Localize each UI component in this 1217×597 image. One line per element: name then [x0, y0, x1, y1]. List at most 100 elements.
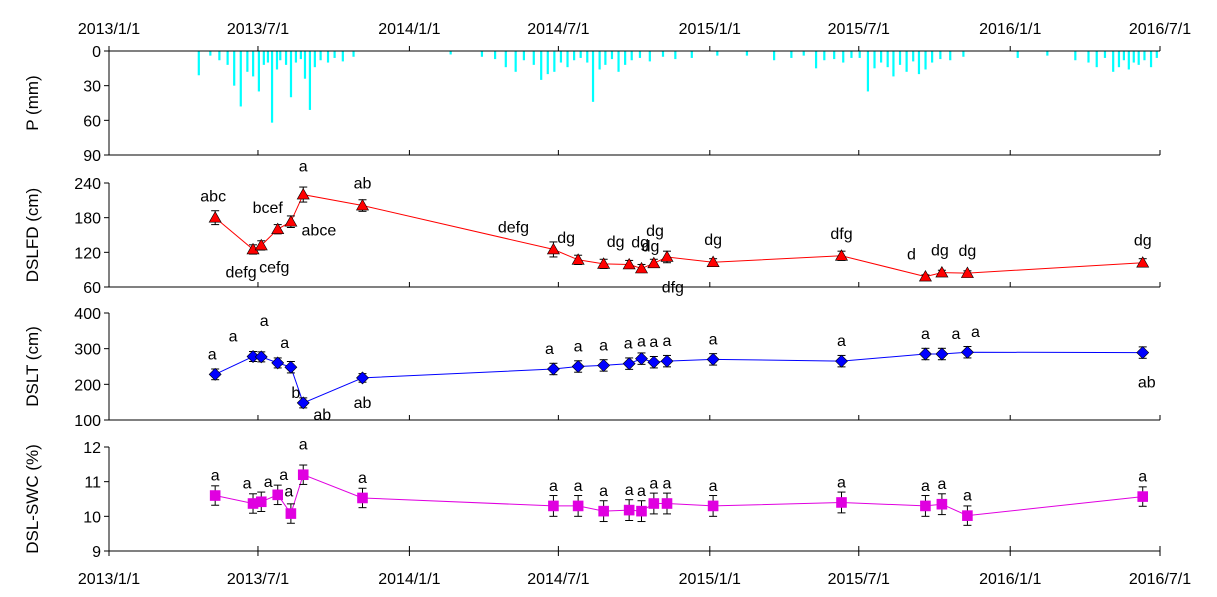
precip-bar-48: [638, 51, 642, 58]
dslfd-point-17: [935, 265, 949, 278]
dslfd-letter-9: dg: [607, 234, 625, 251]
swc-point-12: [648, 498, 660, 509]
dslfd-point-5: [296, 187, 310, 200]
precip-bar-0: [197, 51, 200, 76]
precip-bar-8: [257, 51, 260, 92]
dslt-point-11: [635, 352, 648, 366]
precip-bar-40: [586, 51, 589, 63]
precip-bar-22: [326, 51, 330, 63]
swc-ylabel: DSL-SWC (%): [23, 444, 42, 554]
dslfd-point-8: [571, 253, 585, 265]
bottom-date-label-1: 2013/7/1: [227, 571, 289, 588]
precip-bar-9: [262, 51, 265, 65]
precip-bar-60: [833, 51, 836, 60]
dslt-ytick-label: 200: [74, 377, 101, 394]
dslt-point-14: [706, 352, 720, 366]
swc-ytick-label: 9: [92, 544, 101, 561]
swc-letter-17: a: [937, 476, 946, 493]
precip-bar-63: [858, 51, 861, 58]
precip-bar-82: [1095, 51, 1098, 68]
precip-bar-11: [270, 51, 274, 123]
precip-bar-50: [661, 51, 665, 57]
dslt-point-5: [296, 396, 310, 410]
precip-bar-69: [898, 51, 902, 65]
top-date-label-1: 2013/7/1: [227, 21, 289, 38]
swc-point-7: [548, 500, 559, 512]
dslt-letter-10: a: [624, 336, 633, 353]
precip-bar-26: [449, 51, 452, 55]
precip-bar-71: [912, 51, 915, 62]
precip-bar-12: [275, 51, 279, 70]
precip-bar-4: [233, 51, 236, 86]
dslt-point-9: [597, 359, 611, 372]
precip-bar-6: [246, 51, 249, 72]
dslt-point-19: [1136, 346, 1150, 360]
swc-letter-18: a: [963, 488, 972, 505]
dslfd-ytick-label: 240: [74, 176, 101, 193]
dslfd-point-13: [660, 250, 674, 262]
dslt-letter-7: a: [545, 341, 554, 358]
dslt-letter-0: a: [208, 346, 217, 363]
dslfd-letter-19: dg: [1134, 233, 1152, 250]
dslt-point-7: [547, 362, 560, 376]
swc-point-13: [661, 498, 673, 509]
dslt-point-1: [246, 350, 260, 363]
swc-ytick-label: 11: [84, 475, 101, 492]
precip-bar-79: [1046, 51, 1049, 56]
dslt-letter-3: a: [280, 335, 289, 352]
swc-letter-10: a: [625, 482, 634, 499]
precip-bar-76: [949, 51, 952, 61]
swc-point-16: [920, 500, 931, 512]
swc-letter-0: a: [211, 468, 220, 485]
precip-bar-61: [842, 51, 845, 63]
precip-bar-21: [319, 51, 322, 61]
dslfd-letter-10: dg: [631, 234, 649, 251]
swc-point-4: [285, 508, 297, 519]
precip-bar-89: [1137, 51, 1140, 65]
precip-bar-91: [1149, 51, 1153, 68]
precip-bar-38: [573, 51, 576, 61]
precip-bar-74: [931, 51, 934, 63]
precip-bar-73: [924, 51, 927, 70]
swc-letter-19: a: [1138, 469, 1147, 486]
precip-bar-44: [610, 51, 614, 60]
precip-bar-5: [239, 51, 242, 107]
precip-bar-53: [716, 51, 719, 56]
swc-letter-3: a: [279, 467, 288, 484]
dslt-point-3: [271, 356, 285, 370]
swc-letter-1: a: [243, 476, 252, 493]
dslfd-point-11: [634, 261, 649, 274]
dslfd-point-7: [546, 242, 560, 255]
dslfd-letter-3: bcef: [253, 200, 284, 217]
dslt-letter-18: a: [971, 324, 980, 341]
swc-letter-7: a: [549, 478, 558, 495]
top-date-label-5: 2015/7/1: [828, 21, 890, 38]
swc-letter-13: a: [663, 476, 672, 493]
swc-letter-15: a: [837, 474, 846, 491]
dslt-point-2: [254, 350, 268, 364]
dslfd-letter-12: dfg: [662, 279, 684, 296]
swc-point-6: [357, 492, 368, 504]
bottom-date-label-5: 2015/7/1: [828, 571, 890, 588]
dslfd-point-6: [355, 198, 370, 211]
swc-letter-4: a: [284, 484, 293, 501]
dslfd-letter-16: d: [907, 247, 916, 264]
precip-bar-37: [566, 51, 569, 68]
precip-bar-52: [690, 51, 693, 58]
bottom-date-label-2: 2014/1/1: [378, 571, 440, 588]
top-date-label-2: 2014/1/1: [378, 21, 440, 38]
precip-ytick-label: 60: [83, 113, 101, 130]
dslfd-point-12: [647, 256, 661, 269]
bottom-date-label-3: 2014/7/1: [527, 571, 589, 588]
dslfd-point-10: [622, 257, 636, 270]
precip-bar-77: [962, 51, 965, 57]
dslfd-letter-17: dg: [931, 243, 949, 260]
dslt-letter-6: ab: [354, 395, 372, 412]
precip-bar-41: [591, 51, 595, 102]
precip-bar-34: [546, 51, 549, 75]
dslt-letter-12: a: [649, 334, 658, 351]
dslt-letter-15: a: [837, 333, 846, 350]
precip-bar-67: [886, 51, 889, 68]
dslt-ylabel: DSLT (cm): [23, 326, 42, 407]
